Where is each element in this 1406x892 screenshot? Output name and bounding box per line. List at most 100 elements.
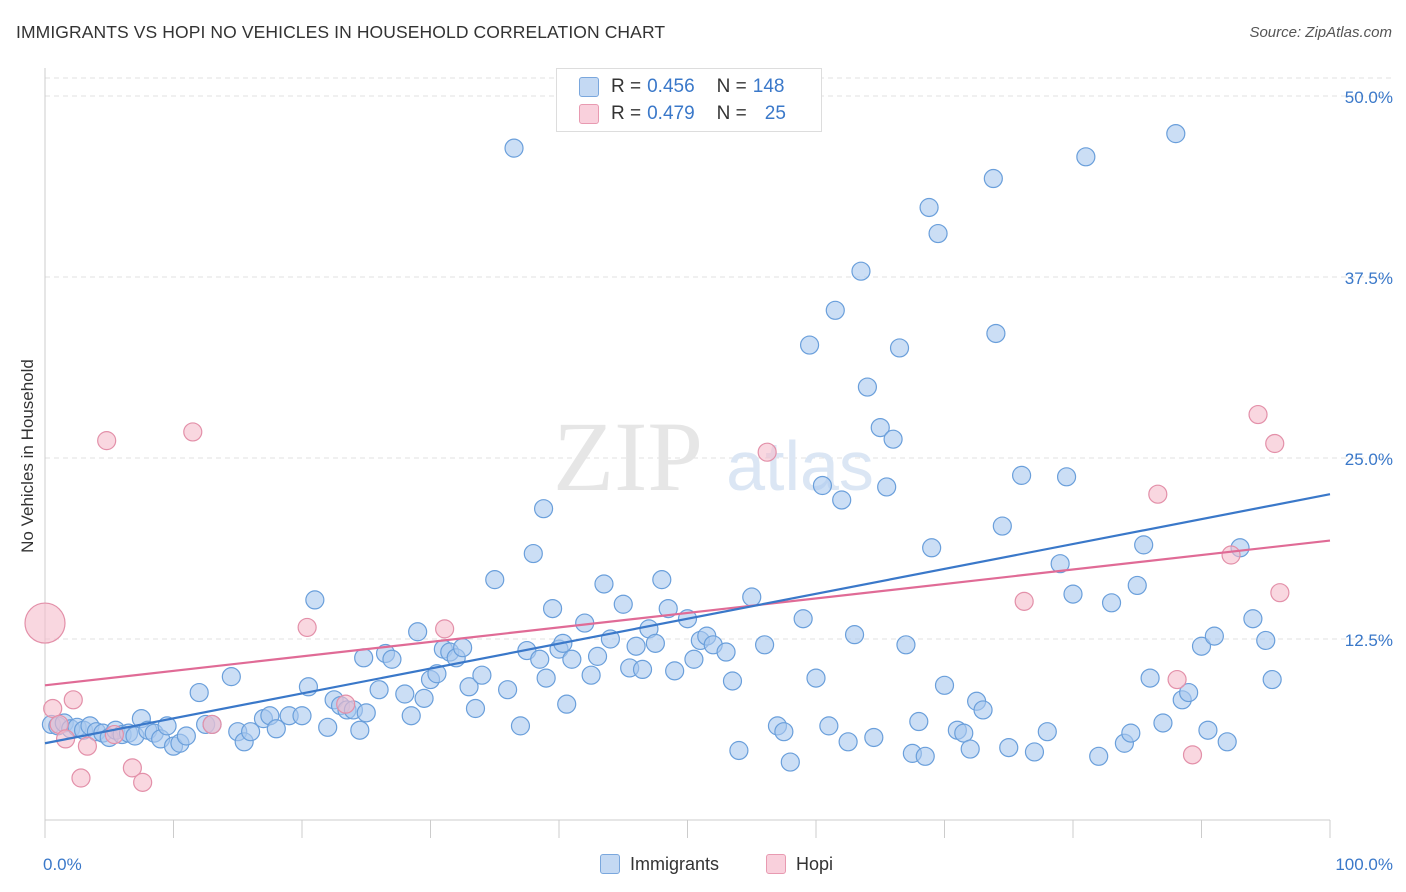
- hopi-point: [43, 698, 63, 719]
- immigrants-point: [408, 622, 428, 642]
- legend-n-value: 148: [752, 76, 785, 97]
- immigrants-point: [922, 538, 942, 558]
- immigrants-point: [305, 590, 325, 610]
- tick-labels: 12.5% 25.0% 37.5% 50.0% 0.0% 100.0%: [43, 88, 1393, 874]
- watermark-zip: ZIP: [553, 401, 703, 512]
- legend-r-value: 0.479: [647, 103, 695, 124]
- immigrants-point: [806, 668, 826, 688]
- hopi-point: [71, 768, 91, 788]
- immigrants-point: [774, 722, 794, 742]
- hopi-point: [1265, 433, 1285, 454]
- hopi-point: [757, 442, 777, 462]
- bottom-legend-swatch-hopi: [766, 854, 786, 874]
- bottom-legend-swatch-immigrants: [600, 854, 620, 874]
- grid-lines: [45, 77, 1395, 640]
- chart-title: IMMIGRANTS VS HOPI NO VEHICLES IN HOUSEH…: [16, 22, 666, 42]
- immigrants-point: [983, 168, 1003, 189]
- bottom-legend-label-hopi: Hopi: [796, 853, 834, 874]
- immigrants-point: [1191, 636, 1212, 656]
- immigrants-trend-line: [44, 493, 1331, 745]
- immigrants-point: [1204, 626, 1224, 646]
- immigrants-point: [722, 671, 743, 691]
- immigrants-point: [992, 516, 1012, 536]
- immigrants-point: [928, 223, 948, 244]
- immigrants-point: [883, 429, 903, 449]
- immigrants-point: [536, 668, 556, 688]
- immigrants-point: [844, 625, 865, 645]
- immigrants-point: [1101, 593, 1122, 613]
- hopi-point: [24, 602, 66, 644]
- y-tick-label: 37.5%: [1345, 269, 1393, 288]
- immigrants-point: [498, 680, 518, 700]
- immigrants-point: [485, 570, 505, 590]
- immigrants-point: [684, 649, 704, 669]
- immigrants-point: [356, 703, 376, 723]
- immigrants-point: [812, 475, 833, 496]
- immigrants-point: [825, 300, 845, 320]
- immigrants-point: [587, 646, 608, 666]
- immigrants-point: [1011, 465, 1032, 485]
- immigrants-point: [1262, 669, 1282, 690]
- immigrants-point: [819, 716, 839, 736]
- immigrants-point: [533, 499, 554, 519]
- immigrants-point: [542, 598, 563, 619]
- immigrants-point: [382, 649, 402, 669]
- immigrants-point: [562, 649, 582, 669]
- hopi-point: [122, 758, 142, 778]
- series-immigrants-points: [41, 124, 1282, 772]
- immigrants-point: [414, 688, 434, 708]
- immigrants-point: [1166, 124, 1186, 144]
- legend-n-label: N =: [716, 103, 747, 124]
- immigrants-point: [1024, 742, 1045, 762]
- immigrants-point: [999, 737, 1019, 758]
- legend-r-label: R =: [611, 103, 642, 124]
- legend-swatch-immigrants: [579, 77, 599, 97]
- hopi-point: [1221, 545, 1241, 565]
- x-tick-label: 100.0%: [1335, 855, 1393, 874]
- immigrants-point: [645, 633, 665, 653]
- immigrants-point: [594, 574, 614, 594]
- immigrants-point: [889, 338, 910, 358]
- trend-lines: [44, 493, 1331, 745]
- immigrants-point: [851, 261, 871, 281]
- immigrants-point: [354, 648, 374, 668]
- immigrants-point: [453, 638, 473, 658]
- hopi-point: [63, 690, 83, 710]
- immigrants-point: [1179, 682, 1199, 703]
- immigrants-point: [1127, 575, 1147, 596]
- immigrants-point: [176, 726, 196, 746]
- immigrants-point: [780, 752, 800, 772]
- immigrants-point: [189, 682, 209, 703]
- immigrants-point: [658, 598, 678, 619]
- immigrants-point: [832, 490, 852, 510]
- immigrants-point: [954, 723, 974, 743]
- immigrants-point: [909, 711, 929, 732]
- immigrants-point: [1243, 609, 1263, 629]
- immigrants-point: [742, 587, 762, 607]
- legend-n-value: 25: [764, 103, 786, 124]
- immigrants-point: [1037, 722, 1057, 742]
- series-hopi-points: [24, 404, 1290, 792]
- y-axis-label: No Vehicles in Household: [18, 359, 37, 553]
- legend-r-label: R =: [611, 76, 642, 97]
- watermark: ZIP atlas: [553, 401, 874, 512]
- hopi-point: [1148, 484, 1168, 504]
- immigrants-point: [221, 667, 241, 687]
- immigrants-point: [919, 197, 939, 218]
- immigrants-point: [973, 700, 993, 720]
- immigrants-point: [1121, 723, 1141, 743]
- immigrants-point: [665, 661, 685, 681]
- immigrants-point: [652, 570, 672, 590]
- immigrants-point: [1153, 713, 1173, 733]
- immigrants-point: [793, 609, 813, 629]
- immigrants-point: [510, 716, 531, 736]
- hopi-point: [77, 736, 98, 756]
- hopi-point: [435, 619, 455, 639]
- immigrants-point: [318, 717, 338, 737]
- immigrants-point: [1198, 720, 1218, 740]
- legend-row-immigrants: R = 0.456 N = 148: [579, 75, 784, 99]
- hopi-point: [133, 772, 153, 792]
- immigrants-point: [459, 677, 479, 697]
- immigrants-point: [1050, 554, 1070, 574]
